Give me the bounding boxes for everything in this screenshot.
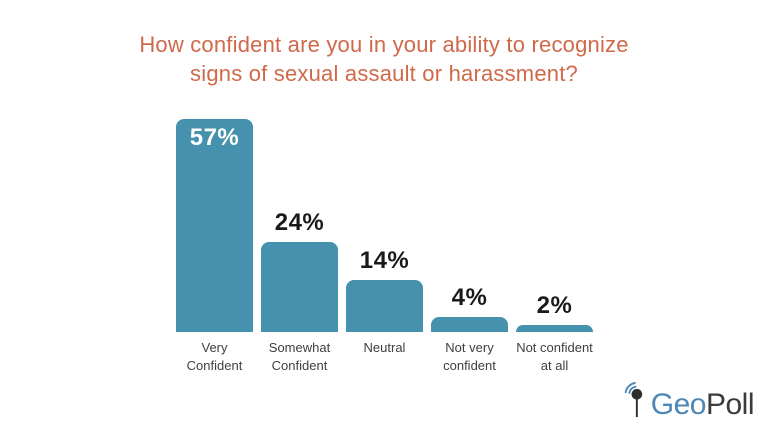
bar-group: 14% Neutral [346, 117, 423, 355]
bar-group: 4% Not very confident [431, 117, 508, 373]
pin-signal-icon [624, 382, 642, 418]
geopoll-logo: Geo Poll [619, 379, 755, 421]
bar-value-label: 4% [451, 284, 488, 311]
bar-group: 24% Somewhat Confident [261, 117, 338, 373]
bar-value-label: 24% [274, 209, 325, 236]
bar [431, 317, 508, 332]
logo-text-poll: Poll [705, 388, 755, 421]
bar-category-label: Neutral [363, 340, 406, 355]
bar-category-label: Somewhat Confident [268, 340, 331, 373]
bar-group: 2% Not confident at all [516, 117, 593, 373]
chart-title: How confident are you in your ability to… [139, 32, 629, 86]
bar-value-label: 14% [359, 247, 410, 274]
bar-category-label: Very Confident [186, 340, 243, 373]
bar-group: 57% Very Confident [176, 117, 253, 373]
bar [346, 280, 423, 332]
logo-text-geo: Geo [650, 388, 707, 421]
bar-category-label: Not very confident [443, 340, 496, 373]
bar [516, 325, 593, 332]
bar-value-label: 2% [536, 292, 573, 319]
bar [176, 119, 253, 332]
bar-value-label: 57% [189, 124, 240, 151]
bar-chart: 57% Very Confident 24% Somewhat Confident 14… [176, 117, 593, 373]
bar-category-label: Not confident at all [516, 340, 593, 373]
bar [261, 242, 338, 332]
